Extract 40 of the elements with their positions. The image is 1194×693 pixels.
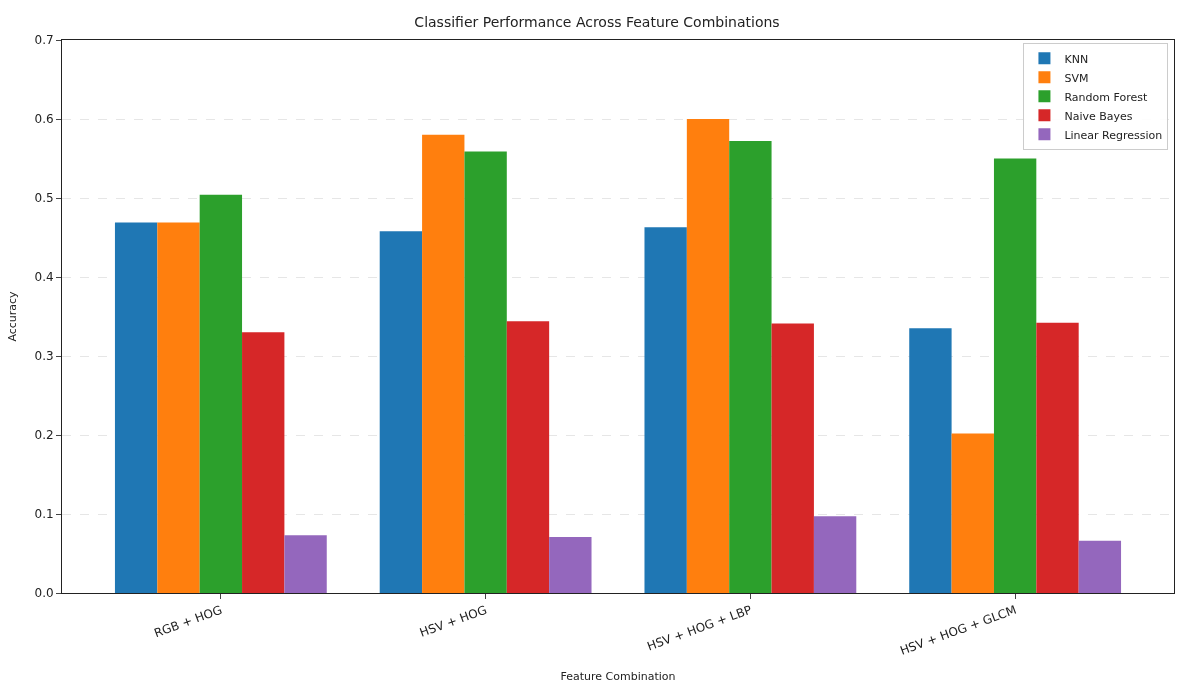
bar: [951, 433, 994, 593]
bar: [909, 328, 952, 593]
bar: [284, 535, 327, 593]
bar: [729, 141, 772, 593]
bar: [686, 119, 730, 593]
legend-label: SVM: [1064, 71, 1089, 85]
bar: [157, 222, 200, 593]
chart-title: Classifier Performance Across Feature Combinations: [414, 14, 780, 31]
bar: [422, 134, 465, 593]
y-tick-label: 0.4: [34, 270, 54, 285]
legend-label: Naive Bayes: [1064, 109, 1133, 123]
legend-label: Linear Regression: [1064, 128, 1163, 142]
y-tick-label: 0.2: [34, 428, 54, 443]
legend-label: Random Forest: [1064, 90, 1148, 104]
y-tick-label: 0.0: [34, 586, 54, 601]
bar: [549, 536, 592, 593]
bar: [813, 516, 857, 593]
x-axis-title: Feature Combination: [560, 670, 676, 684]
x-tick-label: RGB + HOG: [152, 602, 224, 641]
bar: [114, 222, 158, 593]
bar: [242, 332, 285, 593]
y-tick-label: 0.3: [34, 349, 54, 364]
y-axis-title: Accuracy: [6, 290, 20, 342]
x-tick-label: HSV + HOG + GLCM: [898, 602, 1019, 658]
bar: [506, 321, 550, 593]
x-tick-label: HSV + HOG + LBP: [645, 602, 754, 654]
x-tick-label: HSV + HOG: [417, 602, 489, 640]
bar: [771, 323, 814, 593]
y-tick-label: 0.6: [34, 112, 54, 127]
bar: [1036, 322, 1079, 593]
legend-label: KNN: [1064, 52, 1089, 66]
bar: [379, 231, 423, 593]
bar: [464, 151, 507, 593]
bar: [1078, 540, 1122, 593]
y-tick-label: 0.7: [34, 33, 54, 48]
y-tick-label: 0.1: [34, 507, 54, 522]
bar: [993, 158, 1037, 593]
bar: [199, 194, 243, 593]
y-tick-label: 0.5: [34, 191, 54, 206]
bar: [644, 227, 687, 593]
